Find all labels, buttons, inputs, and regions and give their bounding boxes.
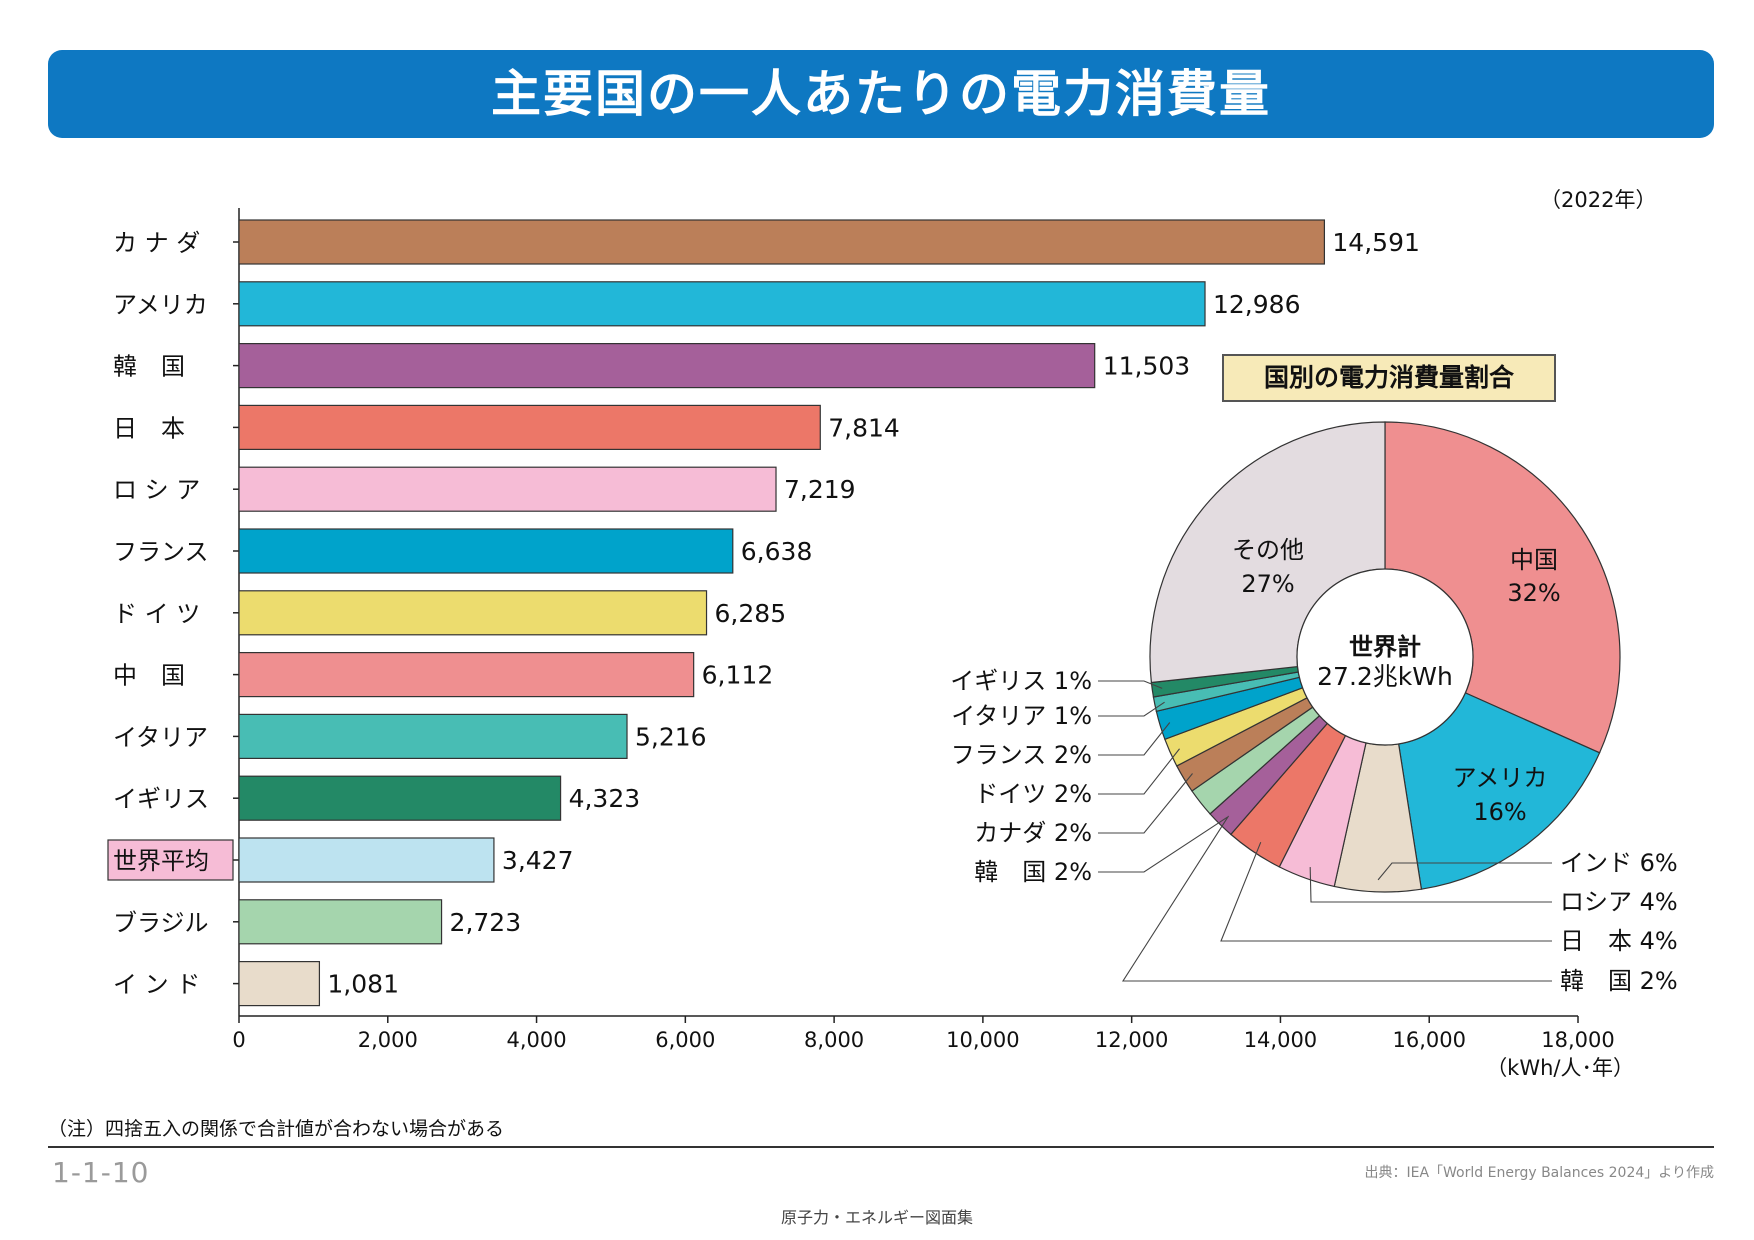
pie-leader-line — [1098, 722, 1171, 756]
x-tick-label: 6,000 — [655, 1028, 715, 1052]
category-label: ド イ ツ — [113, 600, 200, 628]
bar-value-label: 6,285 — [715, 599, 787, 628]
bar — [238, 899, 443, 945]
footnote: （注）四捨五入の関係で合計値が合わない場合がある — [48, 1118, 505, 1140]
source-note: 出典：IEA「World Energy Balances 2024」より作成 — [1364, 1165, 1714, 1181]
book-title: 原子力・エネルギー図面集 — [780, 1208, 973, 1227]
bar — [238, 775, 562, 821]
x-tick-label: 18,000 — [1541, 1028, 1614, 1052]
bar-value-label: 6,112 — [702, 661, 774, 690]
bar — [238, 404, 821, 450]
pie-callout-label: ドイツ 2% — [974, 780, 1092, 808]
divider — [48, 1146, 1714, 1148]
pie-leader-line — [1098, 748, 1180, 795]
x-tick-label: 16,000 — [1392, 1028, 1465, 1052]
category-label: イギリス — [113, 785, 209, 813]
category-label: カ ナ ダ — [113, 229, 200, 257]
pie-title: 国別の電力消費量割合 — [1222, 354, 1556, 402]
bar-value-label: 2,723 — [450, 908, 522, 937]
bar — [238, 713, 628, 760]
bar — [238, 466, 777, 512]
x-tick-label: 10,000 — [946, 1028, 1019, 1052]
page-number: 1-1-10 — [52, 1156, 150, 1189]
bar-value-label: 6,638 — [741, 537, 813, 566]
pie-callout-label: イギリス 1% — [950, 667, 1092, 695]
category-label: 世界平均 — [113, 847, 209, 875]
x-tick-label: 4,000 — [506, 1028, 566, 1052]
bar — [238, 590, 708, 636]
donut-center-label: 世界計 — [1349, 633, 1421, 661]
bar-value-label: 12,986 — [1213, 290, 1300, 319]
x-tick-label: 14,000 — [1244, 1028, 1317, 1052]
page-title: 主要国の一人あたりの電力消費量 — [48, 50, 1714, 138]
pie-callout-label: フランス 2% — [951, 741, 1092, 769]
bar — [238, 219, 1326, 265]
bar-value-label: 1,081 — [327, 970, 399, 999]
category-label: フランス — [113, 538, 209, 566]
pie-leader-line — [1220, 841, 1552, 942]
highlight-box — [107, 839, 234, 881]
bar-value-label: 5,216 — [635, 722, 707, 751]
pie-callout-label: 韓 国 2% — [974, 858, 1092, 886]
bar — [238, 528, 734, 574]
pie-callout-label: インド 6% — [1560, 849, 1678, 877]
x-tick-label: 12,000 — [1095, 1028, 1168, 1052]
category-label: ブラジル — [113, 909, 209, 937]
category-label: イ ン ド — [113, 971, 200, 999]
pie-leader-line — [1098, 773, 1193, 834]
pie-callout-label: ロシア 4% — [1560, 888, 1678, 916]
bar — [238, 651, 695, 698]
donut-center-total: 27.2兆kWh — [1317, 662, 1453, 691]
bar — [238, 837, 495, 883]
donut-hole — [1296, 568, 1474, 746]
year-label: （2022年） — [1540, 188, 1657, 212]
bar — [238, 281, 1206, 327]
x-tick-label: 8,000 — [804, 1028, 864, 1052]
pie-slice-name: アメリカ — [1453, 764, 1548, 792]
bar-value-label: 7,814 — [828, 413, 900, 442]
pie-leader-line — [1098, 701, 1165, 717]
bar — [238, 960, 321, 1007]
pie-slice-percent: 32% — [1507, 579, 1560, 607]
category-label: ロ シ ア — [113, 476, 200, 504]
pie-slice-name: 中国 — [1510, 546, 1558, 574]
category-label: 日 本 — [113, 414, 185, 442]
x-tick-label: 2,000 — [358, 1028, 418, 1052]
pie-leader-line — [1098, 816, 1228, 873]
category-label: アメリカ — [113, 291, 208, 319]
pie-callout-label: イタリア 1% — [951, 702, 1092, 730]
bar-value-label: 11,503 — [1103, 352, 1190, 381]
bar-value-label: 3,427 — [502, 846, 574, 875]
x-tick-label: 0 — [232, 1028, 245, 1052]
bar-value-label: 4,323 — [569, 784, 641, 813]
category-label: イタリア — [113, 723, 208, 751]
pie-leader-line — [1121, 815, 1552, 982]
bar-value-label: 7,219 — [784, 475, 856, 504]
pie-leader-line — [1377, 862, 1552, 881]
bar-value-label: 14,591 — [1332, 228, 1419, 257]
pie-callout-label: 日 本 4% — [1560, 927, 1678, 955]
category-label: 中 国 — [113, 662, 185, 690]
pie-leader-line — [1309, 867, 1552, 903]
pie-callout-label: 韓 国 2% — [1560, 967, 1678, 995]
pie-slice-name: その他 — [1232, 536, 1304, 564]
pie-slice-percent: 27% — [1241, 570, 1294, 598]
category-label: 韓 国 — [113, 353, 185, 381]
pie-slice-percent: 16% — [1473, 798, 1526, 826]
pie-leader-line — [1098, 680, 1163, 689]
x-unit-label: （kWh/人･年） — [1486, 1056, 1634, 1080]
pie-callout-label: カナダ 2% — [974, 819, 1092, 847]
bar — [238, 343, 1096, 389]
